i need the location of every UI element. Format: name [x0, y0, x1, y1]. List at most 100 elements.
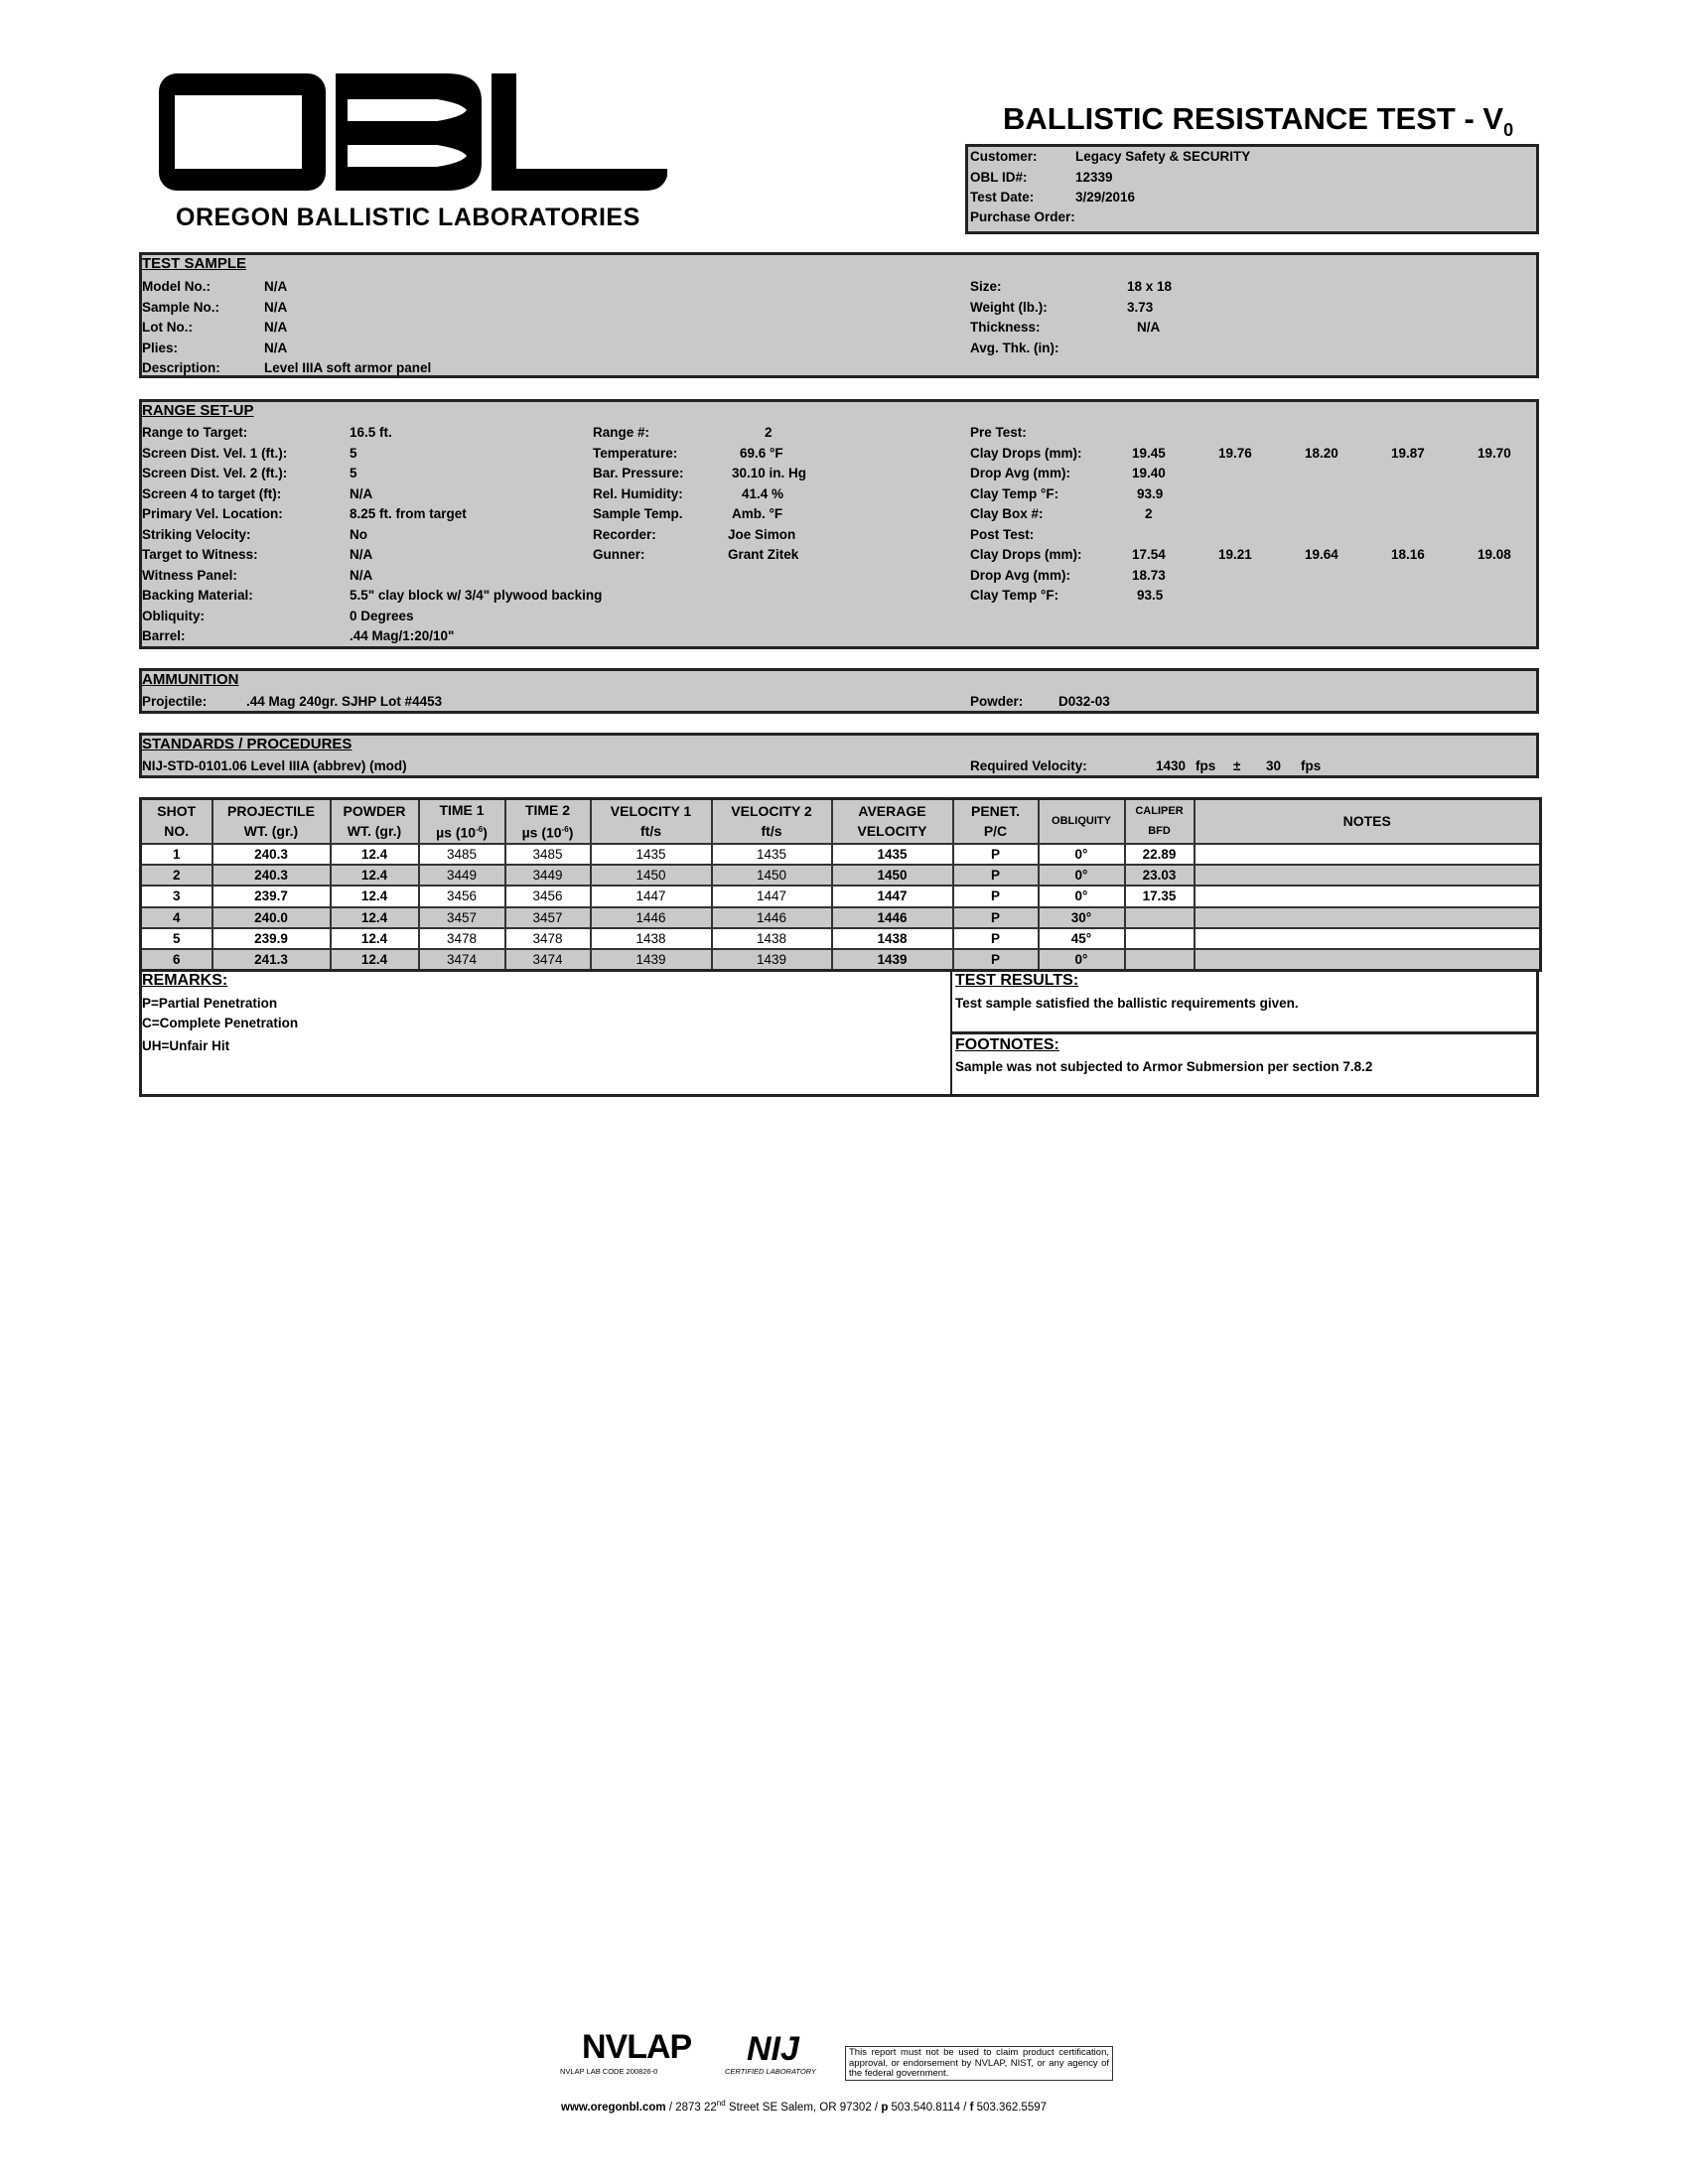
phone-number: 503.540.8114 / [888, 2101, 970, 2114]
header-text: P/C [983, 823, 1008, 840]
column-header: CALIPER BFD [1123, 797, 1196, 845]
column-header: TIME 1 µs (10-6) [417, 797, 506, 845]
range-field-label: Striking Velocity: [142, 526, 251, 542]
test-results-text: Test sample satisfied the ballistic requ… [955, 996, 1299, 1011]
range-field-label: Screen Dist. Vel. 1 (ft.): [142, 445, 288, 461]
header-text: POWDER [343, 803, 406, 820]
table-cell: 1450 [830, 863, 954, 887]
column-header: VELOCITY 2 ft/s [710, 797, 833, 845]
table-cell: 1446 [830, 905, 954, 929]
header-text: TIME 1 [439, 802, 485, 818]
range-field-value: 5 [350, 445, 357, 461]
projectile-label: Projectile: [142, 694, 208, 709]
address-sup: nd [716, 2099, 726, 2108]
range-field-value: N/A [350, 567, 373, 583]
table-cell: 0° [1037, 948, 1126, 972]
header-text: -6 [476, 825, 484, 834]
ammunition-heading: AMMUNITION [142, 671, 239, 688]
table-row: 6 241.3 12.4 3474 3474 1439 1439 1439 P 0° [139, 948, 1542, 972]
standard-value: NIJ-STD-0101.06 Level IIIA (abbrev) (mod… [142, 758, 407, 773]
table-cell [1123, 948, 1196, 972]
sample-field-value: N/A [264, 320, 288, 335]
table-cell: 3485 [503, 842, 592, 866]
table-cell: 239.9 [211, 926, 332, 951]
sample-field-value: N/A [264, 340, 288, 355]
footer-address: www.oregonbl.com / 2873 22nd Street SE S… [561, 2096, 1047, 2116]
clay-field-label: Post Test: [970, 526, 1035, 542]
table-cell: 3456 [503, 885, 592, 908]
table-cell [1193, 885, 1542, 908]
ammunition-box [139, 668, 1539, 714]
table-cell: 12.4 [329, 863, 420, 887]
table-cell: 3474 [503, 948, 592, 972]
address-text: / 2873 22 [665, 2101, 717, 2114]
range-field-value: Grant Zitek [728, 547, 799, 562]
header-text: SHOT [157, 803, 197, 820]
page-title: BALLISTIC RESISTANCE TEST - V0 [1003, 101, 1513, 148]
table-cell: 23.03 [1123, 863, 1196, 887]
obl-id-label: OBL ID#: [970, 170, 1028, 185]
clay-field-label: Clay Drops (mm): [970, 547, 1082, 562]
sample-field-label: Avg. Thk. (in): [970, 340, 1059, 355]
table-cell: 3449 [417, 863, 506, 887]
range-field-label: Witness Panel: [142, 567, 237, 583]
range-field-label: Obliquity: [142, 608, 205, 623]
header-text: µs (10 [436, 824, 477, 841]
sample-field-value: 18 x 18 [1127, 279, 1173, 294]
table-cell [1193, 842, 1542, 866]
sample-field-label: Sample No.: [142, 299, 220, 315]
table-cell: 4 [139, 905, 213, 929]
range-field-value: Amb. °F [732, 506, 783, 521]
clay-drop-value: 19.45 [1132, 445, 1166, 461]
table-cell [1193, 905, 1542, 929]
table-cell: 1439 [589, 948, 713, 972]
range-field-value: N/A [350, 485, 373, 501]
range-field-value: 0 Degrees [350, 608, 414, 623]
header-text: WT. (gr.) [347, 823, 402, 840]
required-velocity-value: 1430 [1156, 758, 1187, 773]
table-cell: 1446 [589, 905, 713, 929]
purchase-order-label: Purchase Order: [970, 209, 1075, 224]
header-text: VELOCITY 2 [731, 803, 812, 820]
required-velocity-unit: fps [1196, 758, 1216, 773]
range-field-value: 5 [350, 466, 357, 480]
website-link[interactable]: www.oregonbl.com [561, 2101, 666, 2114]
remarks-heading: REMARKS: [142, 972, 228, 989]
table-row: 4 240.0 12.4 3457 3457 1446 1446 1446 P 30° [139, 905, 1542, 929]
footnotes-heading: FOOTNOTES: [955, 1036, 1059, 1053]
table-cell: 2 [139, 863, 213, 887]
range-field-value: 30.10 in. Hg [732, 466, 807, 480]
range-field-label: Rel. Humidity: [593, 485, 683, 501]
plus-minus: ± [1233, 758, 1241, 773]
remark-line: UH=Unfair Hit [142, 1038, 230, 1053]
header-text: WT. (gr.) [243, 823, 299, 840]
table-cell: 1450 [710, 863, 833, 887]
title-subscript: 0 [1503, 120, 1514, 141]
table-cell: P [951, 885, 1040, 908]
table-cell: 3457 [503, 905, 592, 929]
range-field-value: 2 [765, 425, 773, 440]
header-text: NO. [164, 823, 190, 840]
sample-field-label: Thickness: [970, 320, 1041, 335]
table-cell: 1438 [830, 926, 954, 951]
table-row: 1 240.3 12.4 3485 3485 1435 1435 1435 P 0° 22.89 [139, 842, 1542, 866]
header-text: NOTES [1342, 813, 1391, 830]
table-cell: 1438 [710, 926, 833, 951]
table-cell: 1435 [589, 842, 713, 866]
clay-drop-value: 19.87 [1391, 445, 1425, 461]
column-header: NOTES [1193, 797, 1542, 845]
table-cell: 12.4 [329, 948, 420, 972]
clay-field-label: Clay Temp °F: [970, 485, 1059, 501]
table-cell: 1447 [710, 885, 833, 908]
clay-field-label: Pre Test: [970, 425, 1027, 440]
range-field-value: N/A [350, 547, 373, 562]
clay-drop-value: 19.70 [1477, 445, 1511, 461]
header-text: PROJECTILE [227, 803, 315, 820]
table-cell: 3457 [417, 905, 506, 929]
header-text: ft/s [640, 823, 661, 840]
table-cell: 6 [139, 948, 213, 972]
table-cell: 22.89 [1123, 842, 1196, 866]
title-text: BALLISTIC RESISTANCE TEST - V [1003, 101, 1504, 136]
clay-field-value: 2 [1145, 506, 1153, 521]
table-cell: 3478 [503, 926, 592, 951]
